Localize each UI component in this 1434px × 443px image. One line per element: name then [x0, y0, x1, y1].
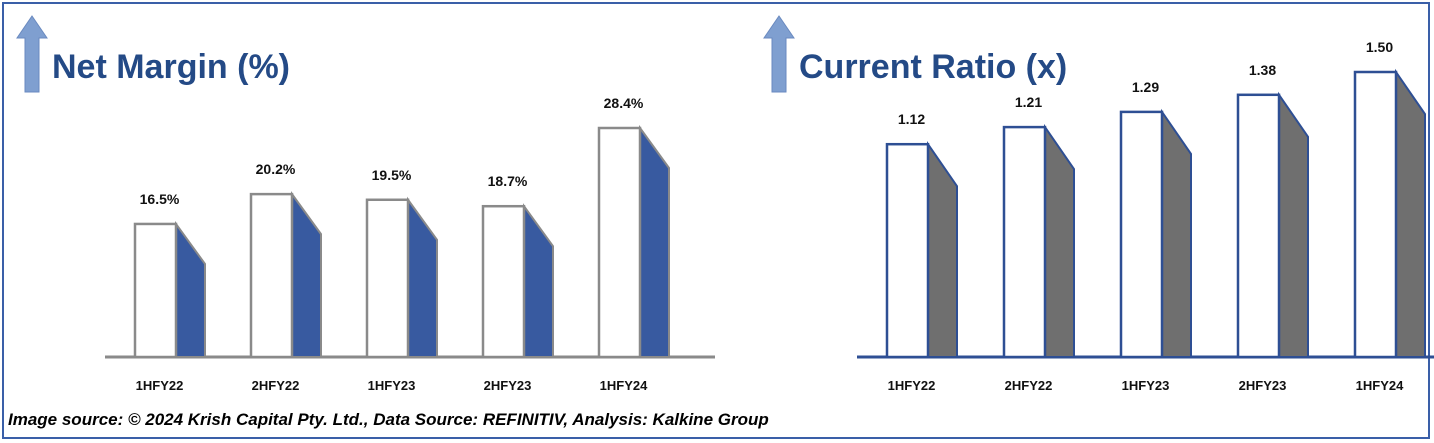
current-ratio-bar-face	[1236, 93, 1281, 359]
current-ratio-bar-1HFY24	[1353, 68, 1426, 359]
net-margin-bar-face	[249, 192, 294, 359]
current-ratio-bar-side	[927, 140, 958, 358]
net-margin-data-label: 28.4%	[604, 95, 644, 111]
current-ratio-bar-side	[1044, 123, 1075, 358]
current-ratio-bar-face	[1002, 125, 1047, 359]
current-ratio-data-label: 1.38	[1249, 62, 1276, 78]
net-margin-bar-face	[481, 204, 526, 359]
net-margin-bar-face	[597, 126, 642, 359]
current-ratio-chart: Current Ratio (x) 1.12 1HFY22 1.21 2HFY22 1.2…	[763, 15, 1434, 393]
current-ratio-bar-1HFY22	[885, 140, 958, 359]
current-ratio-data-label: 1.12	[898, 111, 925, 127]
current-ratio-title: Current Ratio (x)	[799, 48, 1067, 86]
current-ratio-bar-side	[1161, 108, 1192, 358]
net-margin-bar-1HFY22	[133, 220, 206, 359]
current-ratio-bar-1HFY23	[1119, 108, 1192, 359]
net-margin-data-label: 18.7%	[488, 173, 528, 189]
net-margin-tick-label: 1HFY22	[136, 378, 184, 393]
net-margin-tick-label: 2HFY22	[252, 378, 300, 393]
net-margin-bar-side	[523, 203, 554, 358]
net-margin-tick-label: 2HFY23	[484, 378, 532, 393]
current-ratio-bar-face	[1353, 70, 1398, 359]
current-ratio-tick-label: 2HFY23	[1239, 378, 1287, 393]
current-ratio-data-label: 1.50	[1366, 39, 1393, 55]
net-margin-bar-side	[291, 191, 322, 358]
net-margin-bar-face	[133, 222, 178, 359]
net-margin-bar-side	[175, 220, 206, 358]
current-ratio-bar-side	[1278, 91, 1309, 358]
current-ratio-tick-label: 1HFY23	[1122, 378, 1170, 393]
net-margin-bar-2HFY22	[249, 191, 322, 359]
net-margin-tick-label: 1HFY23	[368, 378, 416, 393]
source-caption: Image source: © 2024 Krish Capital Pty. …	[8, 410, 769, 429]
net-margin-data-label: 16.5%	[140, 191, 180, 207]
current-ratio-title-arrow-icon	[763, 15, 795, 93]
net-margin-bar-side	[407, 196, 438, 358]
current-ratio-data-label: 1.29	[1132, 79, 1159, 95]
current-ratio-data-label: 1.21	[1015, 94, 1042, 110]
net-margin-title-arrow-icon	[16, 15, 48, 93]
net-margin-bar-face	[365, 198, 410, 359]
net-margin-title: Net Margin (%)	[52, 48, 290, 86]
net-margin-bar-1HFY24	[597, 124, 670, 359]
current-ratio-bar-face	[885, 142, 930, 359]
current-ratio-bar-side	[1395, 68, 1426, 358]
net-margin-tick-label: 1HFY24	[600, 378, 648, 393]
current-ratio-bar-face	[1119, 110, 1164, 359]
net-margin-bar-1HFY23	[365, 196, 438, 359]
current-ratio-tick-label: 2HFY22	[1005, 378, 1053, 393]
current-ratio-tick-label: 1HFY24	[1356, 378, 1404, 393]
net-margin-data-label: 20.2%	[256, 161, 296, 177]
current-ratio-bar-2HFY22	[1002, 123, 1075, 359]
net-margin-chart: Net Margin (%) 16.5% 1HFY22 20.2% 2HFY22 19.5…	[16, 15, 715, 393]
current-ratio-bar-2HFY23	[1236, 91, 1309, 359]
net-margin-bar-2HFY23	[481, 203, 554, 359]
net-margin-bar-side	[639, 124, 670, 358]
current-ratio-tick-label: 1HFY22	[888, 378, 936, 393]
net-margin-data-label: 19.5%	[372, 167, 412, 183]
